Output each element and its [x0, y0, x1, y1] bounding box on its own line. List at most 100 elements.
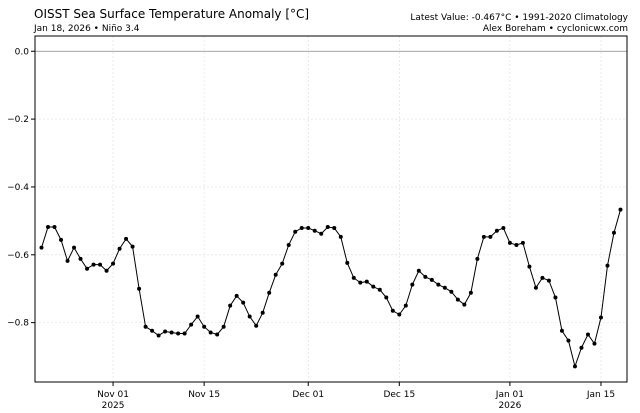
- data-point: [208, 330, 213, 335]
- data-point: [566, 338, 571, 343]
- data-point: [143, 324, 148, 329]
- data-point: [403, 303, 408, 308]
- data-point: [423, 274, 428, 279]
- x-tick-label: Jan 15: [586, 390, 615, 400]
- data-point: [124, 236, 129, 241]
- data-point: [202, 324, 207, 329]
- data-point: [436, 282, 441, 287]
- data-point: [572, 364, 577, 369]
- data-point: [364, 279, 369, 284]
- data-point: [338, 234, 343, 239]
- data-point: [189, 322, 194, 327]
- data-point: [39, 245, 44, 250]
- chart-title: OISST Sea Surface Temperature Anomaly [°…: [34, 7, 309, 21]
- data-line: [41, 209, 621, 369]
- data-point: [377, 287, 382, 292]
- data-point: [345, 260, 350, 265]
- data-point: [481, 234, 486, 239]
- data-point: [293, 229, 298, 234]
- data-point: [390, 308, 395, 313]
- data-point: [234, 293, 239, 298]
- data-point: [507, 240, 512, 245]
- data-point: [410, 282, 415, 287]
- data-point: [559, 328, 564, 333]
- data-point: [618, 207, 623, 212]
- data-point: [111, 261, 116, 266]
- data-point: [351, 275, 356, 280]
- data-point: [358, 280, 363, 285]
- data-point: [514, 242, 519, 247]
- data-point: [494, 228, 499, 233]
- data-point: [501, 225, 506, 230]
- x-tick-label: Jan 01: [495, 390, 524, 400]
- annotation: Alex Boreham • cyclonicwx.com: [483, 24, 628, 34]
- data-point: [91, 262, 96, 267]
- data-point: [325, 224, 330, 229]
- data-point: [442, 285, 447, 290]
- data-point: [150, 328, 155, 333]
- x-tick-label: Nov 01: [97, 390, 129, 400]
- y-tick-label: −0.8: [7, 319, 29, 329]
- data-point: [78, 256, 83, 261]
- plot-frame: [34, 35, 628, 383]
- data-point: [286, 242, 291, 247]
- data-point: [176, 331, 181, 336]
- data-point: [273, 272, 278, 277]
- data-point: [546, 278, 551, 283]
- data-point: [520, 240, 525, 245]
- data-point: [462, 302, 467, 307]
- data-point: [267, 290, 272, 295]
- data-point: [598, 315, 603, 320]
- data-point: [280, 261, 285, 266]
- data-point: [117, 246, 122, 251]
- data-point: [182, 331, 187, 336]
- x-tick-year: 2026: [498, 401, 521, 411]
- y-tick-label: −0.4: [7, 183, 29, 193]
- data-point: [475, 256, 480, 261]
- data-point: [533, 285, 538, 290]
- data-point: [429, 277, 434, 282]
- data-point: [52, 224, 57, 229]
- x-tick-label: Dec 15: [383, 390, 415, 400]
- data-point: [46, 224, 51, 229]
- data-point: [254, 323, 259, 328]
- data-point: [241, 300, 246, 305]
- data-point: [260, 310, 265, 315]
- data-point: [104, 268, 109, 273]
- data-point: [247, 314, 252, 319]
- data-point: [592, 341, 597, 346]
- y-tick-label: −0.6: [7, 251, 29, 261]
- data-point: [553, 295, 558, 300]
- data-point: [130, 244, 135, 249]
- data-point: [195, 314, 200, 319]
- data-point: [98, 262, 103, 267]
- annotation: Latest Value: -0.467°C • 1991-2020 Clima…: [410, 13, 628, 23]
- data-point: [384, 295, 389, 300]
- data-point: [59, 237, 64, 242]
- data-point: [72, 245, 77, 250]
- data-point: [319, 231, 324, 236]
- data-point: [416, 268, 421, 273]
- data-point: [611, 230, 616, 235]
- data-point: [488, 234, 493, 239]
- data-point: [169, 330, 174, 335]
- data-point: [527, 264, 532, 269]
- y-tick-label: 0.0: [15, 47, 30, 57]
- data-point: [156, 333, 161, 338]
- data-point: [371, 284, 376, 289]
- chart-subtitle: Jan 18, 2026 • Niño 3.4: [33, 24, 140, 34]
- data-point: [312, 228, 317, 233]
- data-point: [65, 258, 70, 263]
- data-point: [579, 345, 584, 350]
- y-tick-label: −0.2: [7, 115, 29, 125]
- x-tick-label: Dec 01: [292, 390, 324, 400]
- data-point: [540, 275, 545, 280]
- data-point: [585, 332, 590, 337]
- data-point: [137, 286, 142, 291]
- data-point: [397, 312, 402, 317]
- data-point: [228, 303, 233, 308]
- data-point: [332, 225, 337, 230]
- data-point: [605, 263, 610, 268]
